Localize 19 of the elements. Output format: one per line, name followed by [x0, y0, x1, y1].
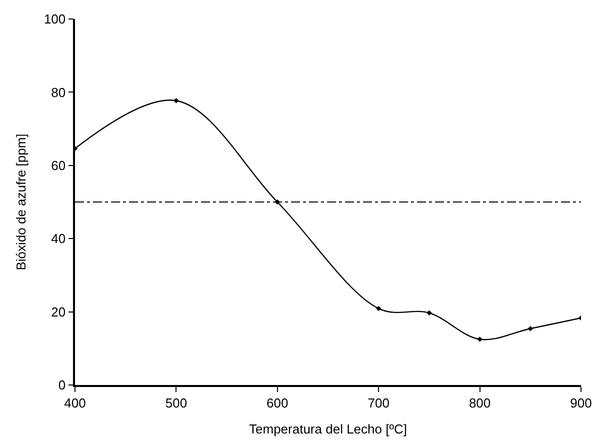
x-tick-label: 800 [468, 395, 491, 410]
y-axis-title: Bióxido de azufre [ppm] [13, 134, 28, 270]
point [376, 306, 382, 312]
y-tick-label: 0 [58, 378, 66, 393]
x-tick-label: 500 [165, 395, 188, 410]
x-tick-label: 400 [64, 395, 86, 410]
y-tick-label: 20 [51, 304, 66, 320]
point [426, 310, 432, 316]
x-tick-label: 900 [570, 395, 592, 410]
x-tick-label: 700 [368, 395, 390, 410]
point [174, 98, 179, 104]
y-tick-label: 80 [51, 84, 66, 100]
point [477, 336, 482, 342]
point [528, 326, 533, 332]
y-tick-label: 40 [51, 231, 66, 246]
x-axis-title: Temperatura del Lecho [ºC] [249, 421, 407, 436]
y-tick-label: 60 [51, 158, 66, 173]
x-tick-label: 600 [266, 395, 288, 410]
y-tick-label: 100 [44, 12, 66, 27]
